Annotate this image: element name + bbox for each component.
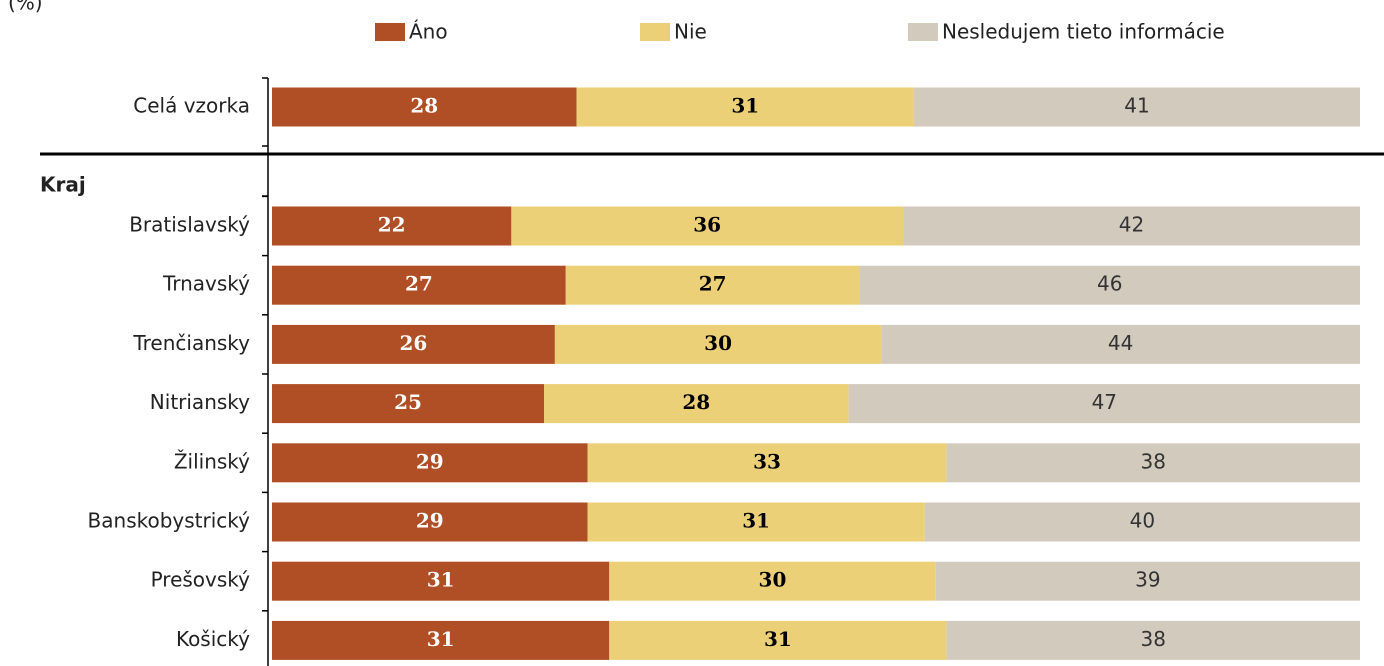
legend-label: Áno <box>409 20 448 44</box>
bar-segment <box>576 87 914 127</box>
value-label: 44 <box>1108 331 1133 355</box>
value-label: 38 <box>1141 449 1166 473</box>
value-label: 40 <box>1130 509 1155 533</box>
value-label: 31 <box>731 94 759 118</box>
bar-segment <box>511 206 904 246</box>
value-label: 39 <box>1135 568 1160 592</box>
value-label: 36 <box>693 213 721 237</box>
y-tick-label: Trenčiansky <box>132 331 250 355</box>
bar-segment <box>609 561 936 601</box>
value-label: 46 <box>1097 272 1122 296</box>
value-label: 38 <box>1141 627 1166 651</box>
bar-segment <box>272 561 610 601</box>
value-label: 41 <box>1124 94 1149 118</box>
bar-segment <box>587 502 925 542</box>
bar-segment <box>587 443 947 483</box>
value-label: 30 <box>759 568 787 592</box>
bar-segment <box>272 324 555 364</box>
value-label: 28 <box>410 94 438 118</box>
value-label: 31 <box>742 509 770 533</box>
bar-segment <box>609 620 947 660</box>
y-tick-label: Košický <box>176 627 250 651</box>
bar-segment <box>924 502 1360 542</box>
bar-segment <box>272 620 610 660</box>
value-label: 31 <box>427 568 455 592</box>
value-label: 30 <box>704 331 732 355</box>
bar-segment <box>565 265 860 305</box>
value-label: 28 <box>682 390 710 414</box>
y-tick-label: Žilinský <box>174 449 250 473</box>
bar-segment <box>946 620 1360 660</box>
bar-segment <box>881 324 1360 364</box>
value-label: 33 <box>753 449 781 473</box>
bar-segment <box>272 265 566 305</box>
legend-label: Nesledujem tieto informácie <box>942 20 1225 44</box>
y-tick-label: Prešovský <box>151 568 251 592</box>
bar-segment <box>913 87 1360 127</box>
y-tick-label: Celá vzorka <box>133 94 250 118</box>
value-label: 25 <box>394 390 422 414</box>
value-label: 27 <box>405 272 433 296</box>
bar-segment <box>272 502 588 542</box>
y-tick-label: Banskobystrický <box>88 509 251 533</box>
value-label: 29 <box>416 509 444 533</box>
value-label: 42 <box>1119 213 1144 237</box>
value-label: 22 <box>378 213 406 237</box>
y-tick-label: Bratislavský <box>129 213 250 237</box>
value-label: 29 <box>416 449 444 473</box>
bar-segment <box>848 384 1360 424</box>
bar-segment <box>554 324 882 364</box>
bar-segment <box>859 265 1360 305</box>
bar-segment <box>272 384 544 424</box>
value-label: 31 <box>427 627 455 651</box>
legend-swatch <box>908 23 938 41</box>
bar-segment <box>544 384 849 424</box>
chart-subtitle: (%) <box>8 0 43 15</box>
bar-segment <box>903 206 1360 246</box>
bar-segment <box>272 206 512 246</box>
legend-label: Nie <box>674 20 707 44</box>
value-label: 47 <box>1092 390 1117 414</box>
value-label: 31 <box>764 627 792 651</box>
bar-segment <box>272 87 577 127</box>
value-label: 27 <box>699 272 727 296</box>
y-tick-label: Nitriansky <box>150 390 250 414</box>
bar-segment <box>272 443 588 483</box>
legend-swatch <box>375 23 405 41</box>
y-tick-label: Trnavský <box>162 272 250 296</box>
group-label: Kraj <box>40 173 86 197</box>
bar-segment <box>946 443 1360 483</box>
bar-segment <box>935 561 1360 601</box>
value-label: 26 <box>400 331 428 355</box>
legend-swatch <box>640 23 670 41</box>
